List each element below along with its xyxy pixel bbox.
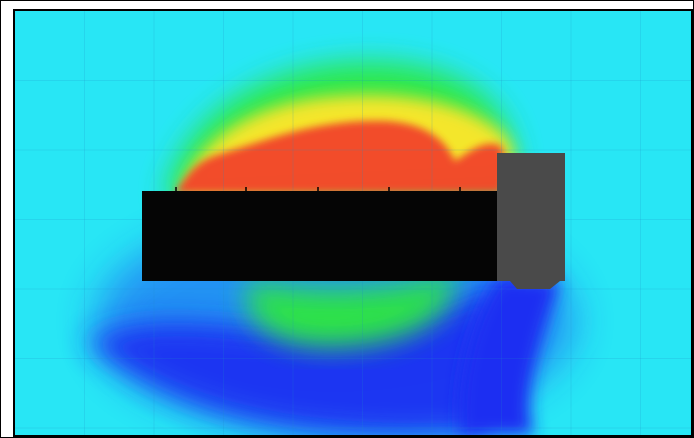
obstacle-foot [510,281,560,289]
ticks [175,187,461,191]
peak-value-core [175,120,505,193]
heatmap-plot [13,9,693,437]
heatmap-svg [15,11,691,435]
grid [15,11,691,435]
obstacle-block [497,153,565,281]
low-value-region [85,276,515,435]
mid-value-region-bottom [247,271,455,347]
solid-body [142,191,499,281]
bodies [142,153,565,289]
wake-region [459,276,560,435]
